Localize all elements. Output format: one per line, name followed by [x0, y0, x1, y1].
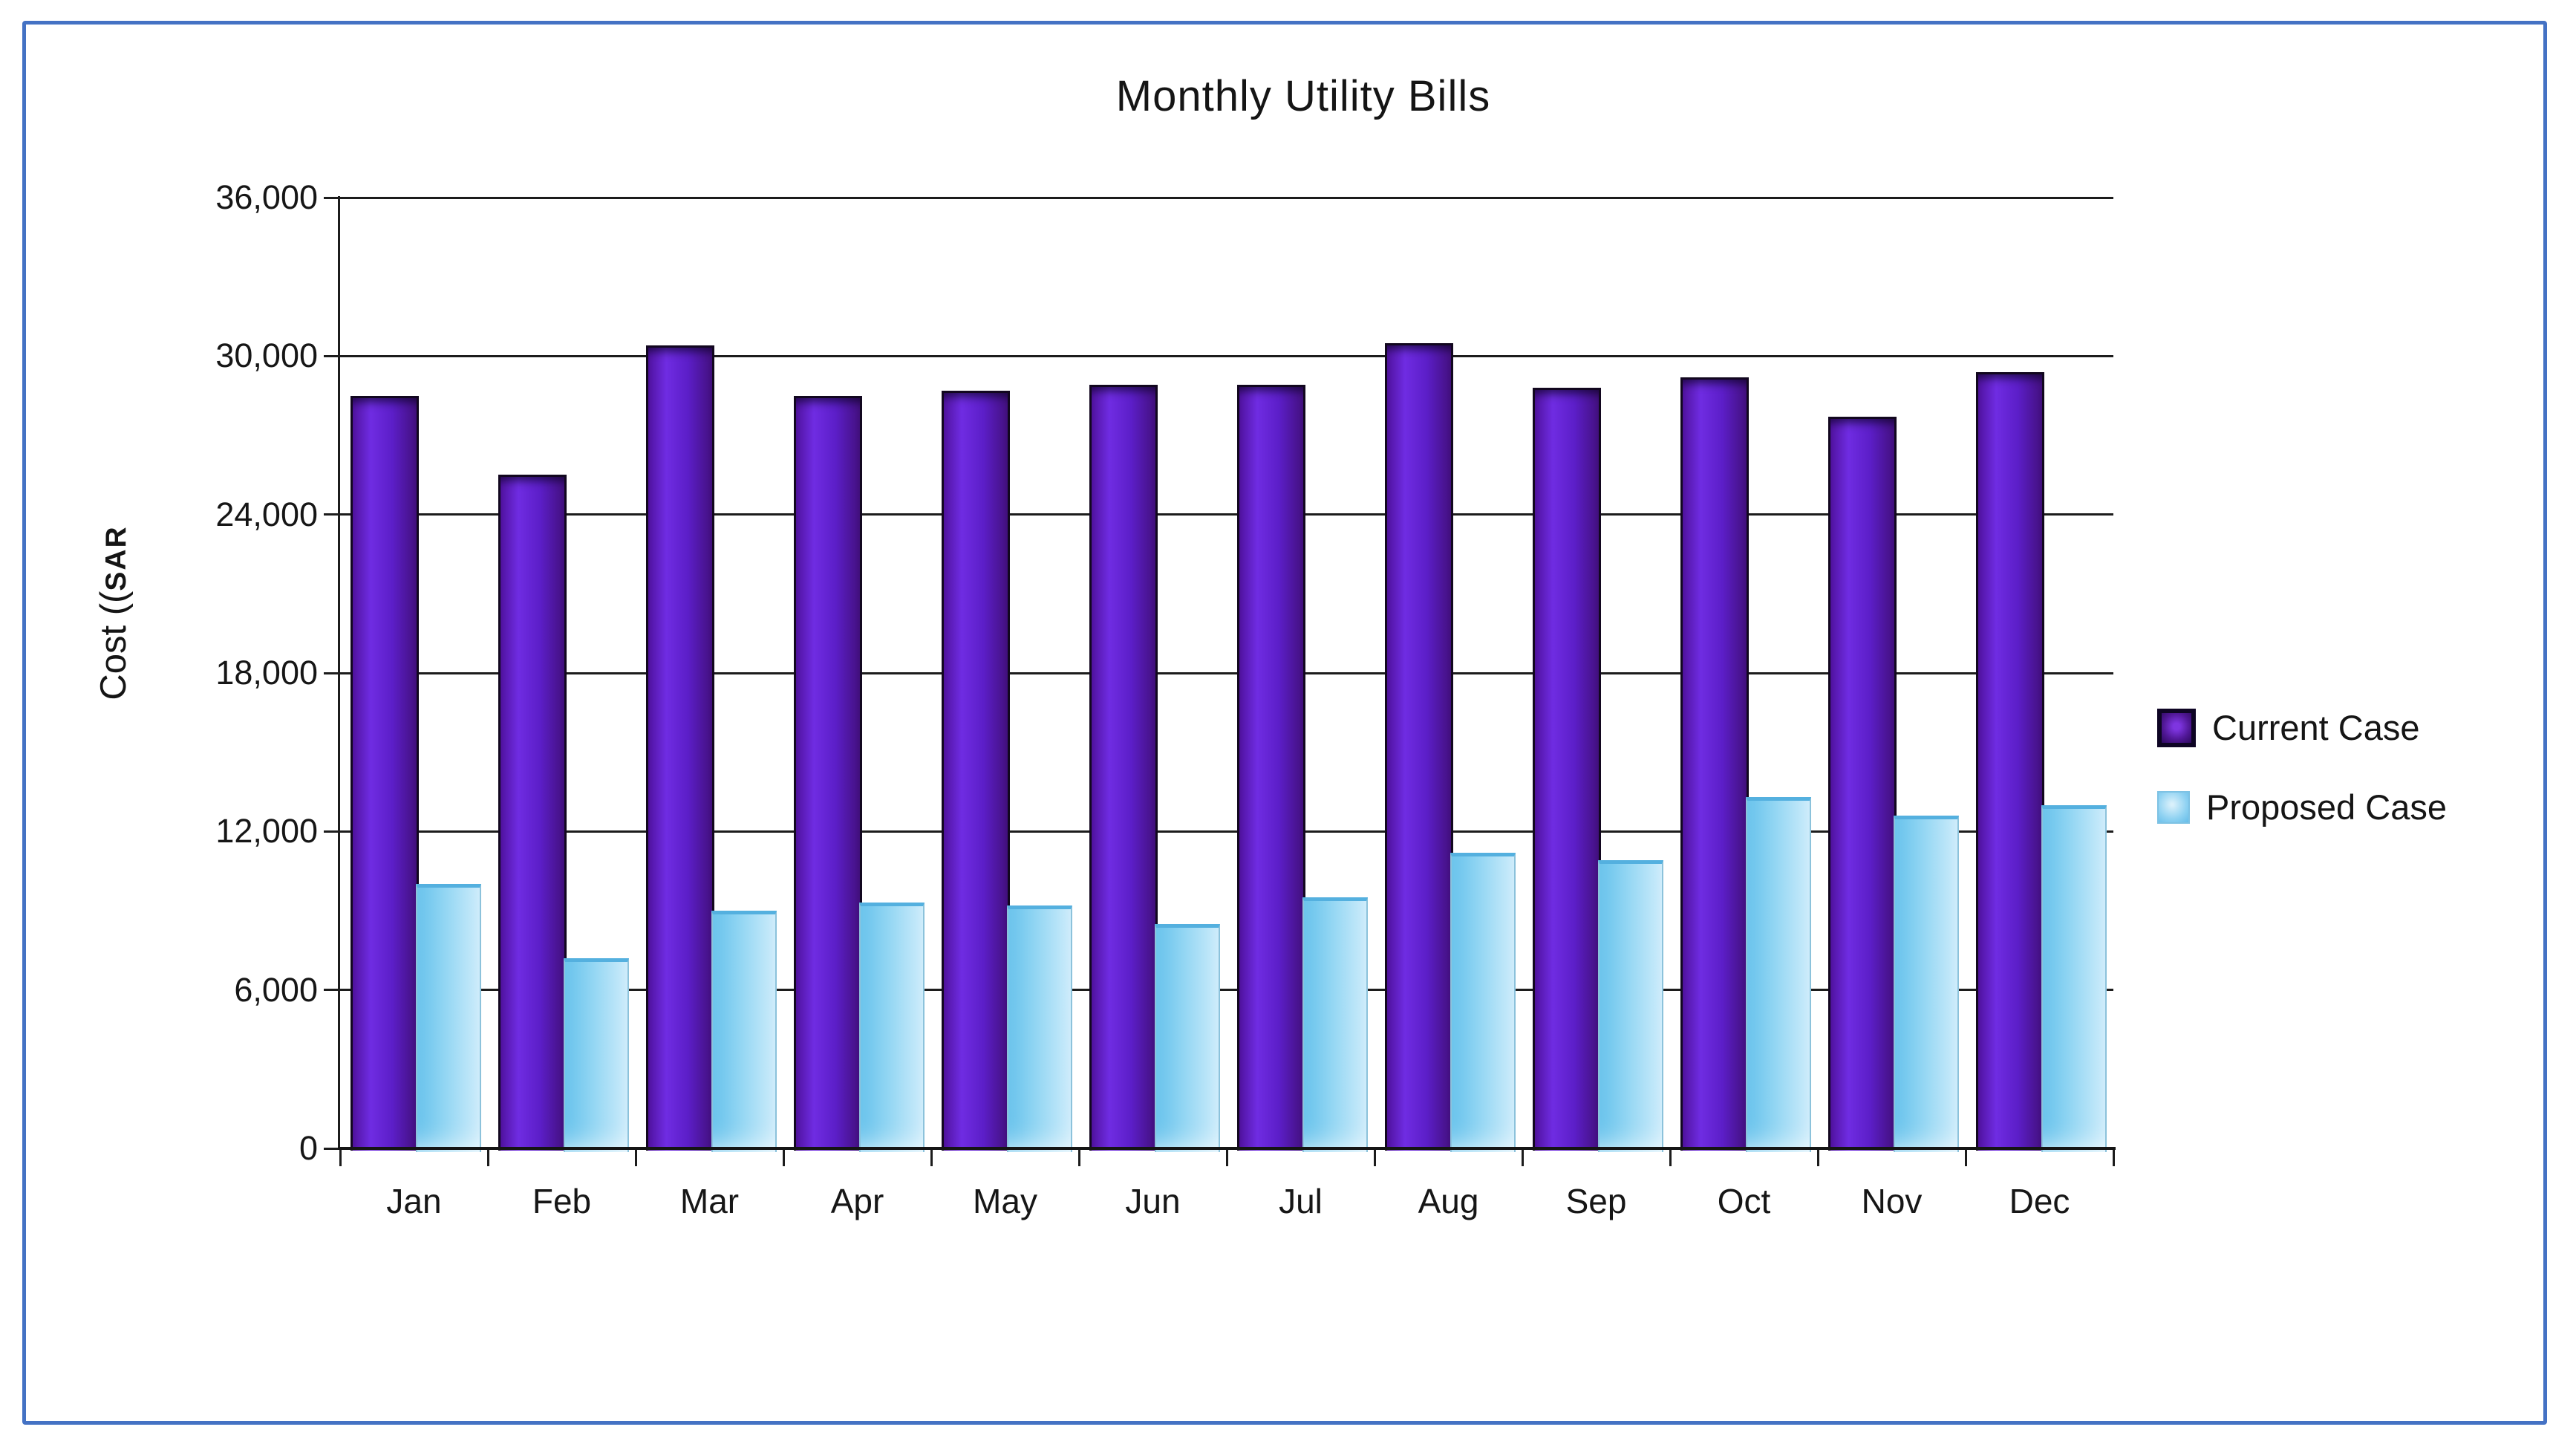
x-axis-tick [930, 1148, 933, 1166]
x-axis-tick-label: Jan [386, 1182, 442, 1220]
bar-proposed-mar [711, 911, 777, 1152]
legend-item-current: Current Case [2157, 707, 2447, 748]
proposed-case-swatch-icon [2157, 790, 2190, 824]
bar-current-may [942, 390, 1010, 1151]
x-axis-tick-label: Feb [532, 1182, 592, 1220]
bar-current-apr [794, 395, 862, 1151]
legend-label-proposed: Proposed Case [2206, 787, 2447, 827]
x-axis-tick [634, 1148, 637, 1166]
x-axis-tick-label: Aug [1418, 1182, 1479, 1220]
x-axis-tick [782, 1148, 785, 1166]
x-axis-tick-label: Sep [1565, 1182, 1627, 1220]
bar-current-oct [1680, 377, 1749, 1151]
legend-label-current: Current Case [2212, 708, 2420, 747]
legend-item-proposed: Proposed Case [2157, 787, 2447, 827]
y-axis-tick [324, 513, 342, 516]
bar-proposed-oct [1746, 797, 1811, 1152]
x-axis-tick-label: May [973, 1182, 1037, 1220]
current-case-swatch-icon [2157, 708, 2196, 747]
x-axis-tick-label: Jul [1279, 1182, 1323, 1220]
bar-current-nov [1828, 417, 1897, 1151]
bar-current-jul [1237, 385, 1305, 1151]
y-axis-tick-label: 0 [299, 1129, 318, 1167]
y-axis-tick [324, 196, 342, 199]
x-axis-tick [1521, 1148, 1524, 1166]
x-axis-tick-label: Mar [679, 1182, 740, 1220]
bar-proposed-nov [1894, 816, 1959, 1152]
x-axis-tick [2112, 1148, 2115, 1166]
gridline [340, 672, 2113, 674]
y-axis-tick-label: 12,000 [215, 812, 318, 851]
bar-proposed-aug [1450, 852, 1516, 1152]
gridline [340, 196, 2113, 199]
gridline [340, 830, 2113, 833]
y-axis-tick [324, 989, 342, 992]
y-axis-tick-label: 24,000 [215, 495, 318, 533]
y-axis-line [338, 196, 340, 1150]
x-axis-tick-label: Dec [2009, 1182, 2070, 1220]
y-axis-title-unit: SAR [100, 525, 132, 591]
gridline [340, 513, 2113, 516]
bar-current-jun [1089, 385, 1158, 1151]
legend: Current Case Proposed Case [2157, 707, 2447, 866]
y-axis-tick-label: 30,000 [215, 336, 318, 375]
bar-proposed-dec [2041, 804, 2107, 1152]
x-axis-tick [1964, 1148, 1967, 1166]
x-axis-tick [1669, 1148, 1672, 1166]
gridline [340, 989, 2113, 992]
bar-proposed-jun [1155, 923, 1220, 1152]
y-axis-tick [324, 354, 342, 357]
bar-proposed-sep [1598, 860, 1663, 1152]
x-axis-tick [1816, 1148, 1819, 1166]
x-axis-tick [1225, 1148, 1228, 1166]
y-axis-tick-label: 36,000 [215, 178, 318, 216]
x-axis-tick-label: Jun [1125, 1182, 1181, 1220]
bar-proposed-apr [859, 903, 925, 1152]
gridline [340, 354, 2113, 357]
y-axis-tick [324, 672, 342, 674]
bar-current-mar [646, 345, 714, 1151]
y-axis-tick [324, 1147, 342, 1150]
y-axis-tick [324, 830, 342, 833]
bar-current-jan [350, 395, 419, 1151]
x-axis-line [338, 1147, 2116, 1150]
x-axis-tick [486, 1148, 489, 1166]
bar-current-dec [1976, 371, 2044, 1151]
bar-current-aug [1385, 342, 1453, 1151]
x-axis-tick [1373, 1148, 1376, 1166]
x-axis-tick-label: Nov [1861, 1182, 1923, 1220]
chart-title: Monthly Utility Bills [1115, 72, 1491, 120]
x-axis-tick-label: Oct [1717, 1182, 1771, 1220]
x-axis-tick-label: Apr [830, 1182, 884, 1220]
y-axis-tick-label: 18,000 [215, 654, 318, 692]
y-axis-tick-label: 6,000 [234, 970, 318, 1009]
bar-proposed-feb [564, 958, 629, 1152]
bar-current-sep [1533, 388, 1601, 1151]
bar-proposed-may [1007, 905, 1072, 1152]
bar-current-feb [498, 475, 567, 1151]
x-axis-tick [1077, 1148, 1080, 1166]
bar-proposed-jul [1302, 897, 1368, 1152]
bar-proposed-jan [416, 884, 481, 1152]
x-axis-tick [339, 1148, 342, 1166]
